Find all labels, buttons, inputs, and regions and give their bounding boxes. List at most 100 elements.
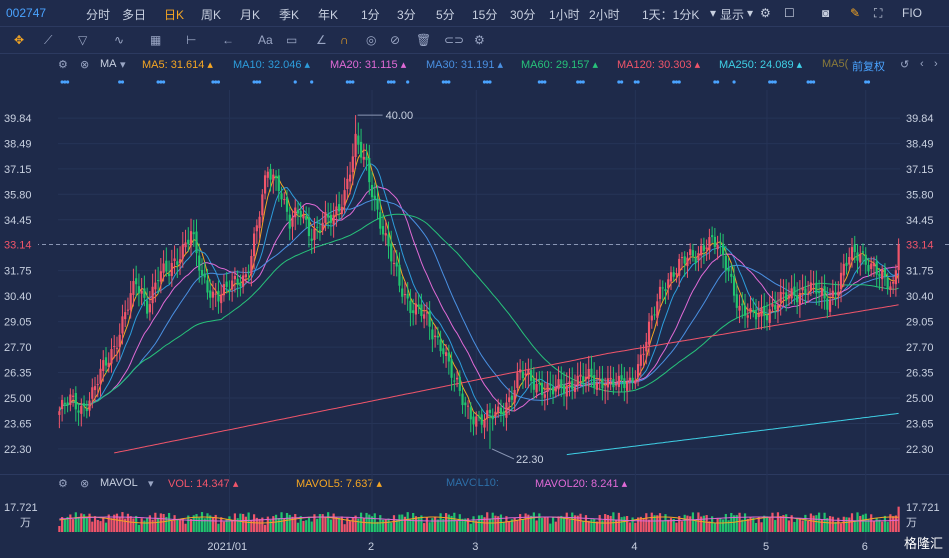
volume-bar (678, 516, 681, 532)
signal-dot (732, 80, 736, 84)
close-icon[interactable]: ⊗ (80, 478, 90, 490)
trash-icon[interactable]: 🗑 (416, 33, 432, 47)
volume-bar (897, 506, 900, 532)
candle-body (85, 408, 88, 412)
lock-icon[interactable]: ◎ (366, 33, 377, 47)
volume-bar (217, 523, 220, 532)
candle-body (628, 377, 631, 381)
candle-body (173, 258, 176, 261)
period-tab[interactable]: 1分 (361, 8, 380, 22)
hide-icon[interactable]: ⊘ (390, 33, 401, 47)
candle-body (176, 261, 179, 265)
link-icon[interactable]: ⊂⊃ (444, 33, 465, 47)
candle-body (834, 292, 837, 295)
volume-bar (126, 513, 130, 532)
candle-body (255, 225, 258, 232)
y-tick-left: 31.75 (4, 266, 32, 278)
candle-body (126, 309, 130, 311)
signal-dot (211, 80, 215, 84)
volume-bar (324, 516, 327, 532)
chevron-down-icon[interactable]: ▾ (120, 59, 126, 71)
volume-bar (200, 512, 204, 532)
ruler-icon[interactable]: ∠ (316, 33, 327, 47)
checkbox-icon[interactable]: ☐ (784, 6, 795, 20)
fib-tool-icon[interactable]: ▦ (150, 33, 162, 47)
period-tab[interactable]: 15分 (472, 8, 498, 22)
candle-body (505, 402, 508, 418)
period-tab[interactable]: 月K (240, 8, 261, 22)
magnet-icon[interactable]: ∩ (340, 33, 349, 47)
range-select[interactable]: 1天：1分K (642, 8, 700, 22)
chevron-right-icon[interactable]: › (934, 58, 938, 70)
rect-tool-icon[interactable]: ▭ (286, 33, 298, 47)
volume-bar (705, 515, 708, 532)
candle-body (615, 384, 618, 386)
candle-body (299, 210, 302, 218)
volume-bar (565, 512, 568, 532)
period-tab[interactable]: 日K (164, 8, 185, 22)
ma-legend-item: MA5( (822, 58, 849, 70)
display-menu[interactable]: 显示 (720, 8, 745, 22)
candle-body (423, 314, 426, 319)
settings-icon[interactable]: ⚙ (58, 478, 68, 490)
candle-body (587, 368, 590, 380)
period-tab[interactable]: 分时 (86, 8, 111, 22)
chevron-down-icon[interactable]: ▾ (148, 478, 154, 490)
stock-code[interactable]: 002747 (6, 6, 47, 20)
text-tool-icon[interactable]: Aa (258, 33, 273, 47)
volume-bar (540, 517, 544, 532)
volume-bar (58, 526, 61, 532)
candle-body (99, 368, 102, 384)
volume-bar (195, 514, 198, 532)
candle-body (705, 247, 708, 250)
candle-body (494, 411, 497, 417)
signal-dot (120, 80, 125, 84)
candle-body (650, 315, 653, 321)
candle-body (187, 239, 190, 245)
channel-tool-icon[interactable]: ▽ (78, 33, 88, 47)
volume-bar (606, 515, 610, 532)
close-icon[interactable]: ⊗ (80, 59, 90, 71)
right-label[interactable]: FIO (902, 6, 922, 20)
settings-icon[interactable]: ⚙ (474, 33, 485, 47)
signal-dot (345, 80, 349, 84)
volume-bar (472, 516, 475, 532)
chevron-down-icon[interactable]: ▾ (747, 6, 754, 20)
candle-body (381, 226, 385, 235)
chevron-left-icon[interactable]: ‹ (920, 58, 924, 70)
fullscreen-icon[interactable]: ⛶ (874, 6, 883, 20)
price-chart[interactable]: 40.00 22.30 39.84 39.84 38.49 38.49 37.15 37.15… (0, 74, 949, 558)
ma-legend-item: MA30: 31.191 ▴ (426, 59, 504, 71)
measure-tool-icon[interactable]: ⊢ (186, 33, 197, 47)
signal-dot (812, 80, 816, 84)
period-tab[interactable]: 1小时 (549, 8, 580, 22)
period-tab[interactable]: 30分 (510, 8, 536, 22)
period-tab[interactable]: 季K (279, 8, 300, 22)
last-price-bg-right (902, 236, 944, 253)
period-tab[interactable]: 5分 (436, 8, 455, 22)
y-tick-right: 33.14 (906, 239, 934, 251)
wave-tool-icon[interactable]: ∿ (114, 33, 125, 47)
period-tab[interactable]: 3分 (397, 8, 416, 22)
period-tab[interactable]: 周K (201, 8, 222, 22)
candle-body (406, 293, 409, 299)
period-tab[interactable]: 年K (318, 8, 339, 22)
period-tab[interactable]: 多日 (122, 8, 147, 22)
candle-body (875, 261, 878, 275)
volume-bar (255, 517, 258, 532)
volume-bar (61, 517, 64, 532)
settings-icon[interactable]: ⚙ (760, 6, 771, 20)
period-tab[interactable]: 2小时 (589, 8, 620, 22)
move-icon[interactable]: ✥ (14, 33, 25, 47)
undo-icon[interactable]: ↺ (900, 59, 910, 71)
candle-body (305, 215, 308, 220)
y-tick-right: 25.00 (906, 393, 934, 405)
settings-icon[interactable]: ⚙ (58, 59, 68, 71)
adjust-mode[interactable]: 前复权 (852, 61, 885, 73)
chevron-down-icon[interactable]: ▾ (710, 6, 717, 20)
pen-icon[interactable]: ✎ (850, 6, 861, 20)
candle-body (738, 305, 741, 311)
arrow-tool-icon[interactable]: ← (222, 33, 234, 47)
line-tool-icon[interactable]: ⟋ (44, 33, 53, 47)
camera-icon[interactable]: ◙ (822, 6, 830, 20)
